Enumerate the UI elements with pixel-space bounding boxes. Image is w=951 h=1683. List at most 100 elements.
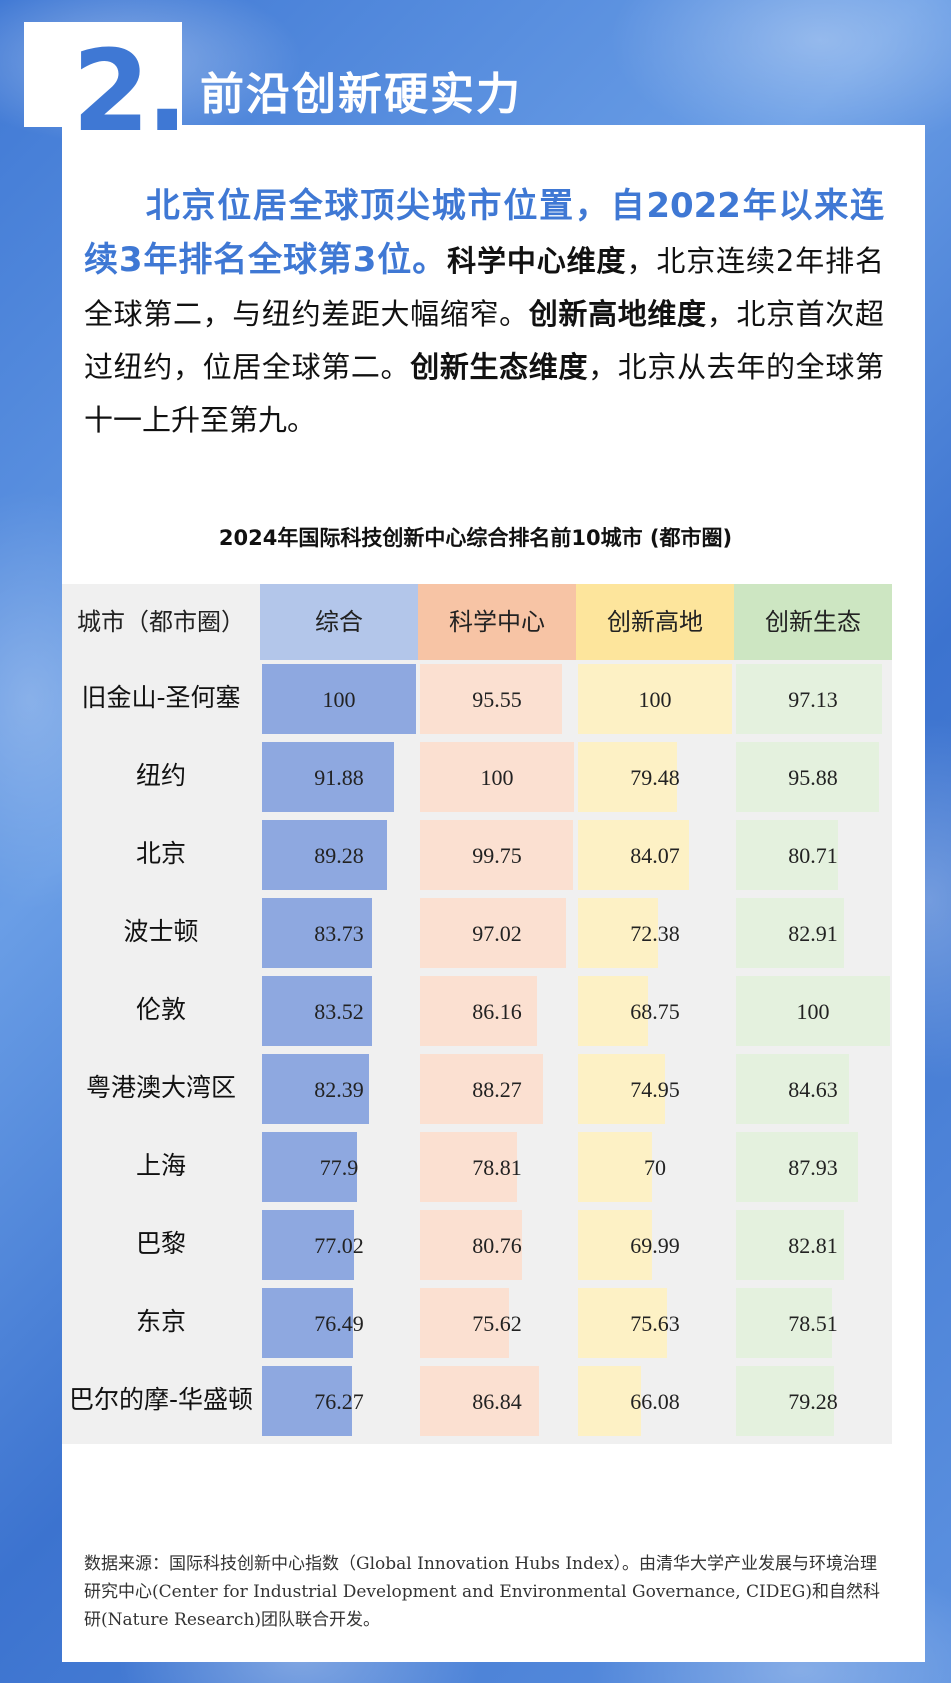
value-bar	[736, 1288, 833, 1358]
value-label: 75.62	[472, 1311, 522, 1336]
value-bar	[578, 1054, 665, 1124]
value-bar	[736, 664, 883, 734]
city-label: 巴尔的摩-华盛顿	[68, 1385, 254, 1414]
value-bar	[420, 1366, 539, 1436]
value-bar	[262, 1132, 357, 1202]
value-bar	[578, 1132, 652, 1202]
value-bar	[420, 664, 563, 734]
value-label: 88.27	[472, 1077, 522, 1102]
value-bar	[420, 1210, 523, 1280]
value-label: 100	[322, 687, 356, 712]
value-bar	[420, 976, 537, 1046]
city-label: 波士顿	[123, 917, 199, 946]
value-bar	[736, 1210, 844, 1280]
value-bar	[420, 820, 574, 890]
column-header-bg	[260, 584, 418, 660]
value-label: 68.75	[630, 999, 680, 1024]
column-header-bg	[418, 584, 576, 660]
value-label: 82.81	[788, 1233, 838, 1258]
value-bar	[420, 898, 566, 968]
city-label: 伦敦	[135, 995, 186, 1024]
value-bar	[420, 1054, 543, 1124]
value-bar	[262, 820, 388, 890]
intro-text-1: ，北京连续2年排名全球第二，与纽约差距大幅缩窄。	[84, 244, 884, 331]
value-label: 84.07	[630, 843, 680, 868]
value-label: 77.02	[314, 1233, 364, 1258]
column-header-bg	[576, 584, 734, 660]
value-label: 79.48	[630, 765, 680, 790]
value-label: 79.28	[788, 1389, 838, 1414]
intro-bold-1: 科学中心维度	[447, 244, 627, 278]
column-header-bg	[734, 584, 892, 660]
value-label: 89.28	[314, 843, 364, 868]
column-header: 科学中心	[449, 608, 545, 636]
intro-paragraph: 北京位居全球顶尖城市位置，自2022年以来连续3年排名全球第3位。科学中心维度，…	[84, 180, 884, 447]
value-bar	[578, 976, 649, 1046]
section-title: 前沿创新硬实力	[200, 69, 522, 120]
intro-bold-3: 创新生态维度	[410, 350, 589, 384]
value-bar	[420, 1288, 509, 1358]
value-label: 66.08	[630, 1389, 680, 1414]
city-label: 巴黎	[135, 1229, 186, 1258]
value-bar	[736, 1366, 835, 1436]
value-bar	[578, 742, 677, 812]
value-bar	[736, 1054, 849, 1124]
value-label: 78.51	[788, 1311, 838, 1336]
value-label: 86.84	[472, 1389, 522, 1414]
value-label: 80.76	[472, 1233, 522, 1258]
city-label: 北京	[135, 839, 186, 868]
value-label: 69.99	[630, 1233, 680, 1258]
city-label: 上海	[135, 1151, 186, 1180]
value-label: 83.52	[314, 999, 364, 1024]
value-bar	[578, 664, 732, 734]
value-label: 76.27	[314, 1389, 364, 1414]
value-label: 100	[796, 999, 830, 1024]
value-bar	[262, 1288, 353, 1358]
value-label: 70	[644, 1155, 666, 1180]
value-label: 83.73	[314, 921, 364, 946]
value-bar	[736, 898, 845, 968]
intro-highlight: 北京位居全球顶尖城市位置，自2022年以来连续3年排名全球第3位。	[84, 186, 884, 280]
value-bar	[736, 1132, 858, 1202]
city-label: 纽约	[135, 761, 186, 790]
column-header: 创新生态	[765, 608, 861, 636]
value-label: 82.91	[788, 921, 838, 946]
value-bar	[420, 742, 574, 812]
value-bar	[262, 1054, 369, 1124]
value-label: 77.9	[319, 1155, 359, 1180]
value-label: 95.88	[788, 765, 838, 790]
value-label: 78.81	[472, 1155, 522, 1180]
value-label: 86.16	[472, 999, 522, 1024]
value-label: 75.63	[630, 1311, 680, 1336]
row-header-label: 城市（都市圈）	[77, 608, 245, 636]
source-note: 数据来源：国际科技创新中心指数（Global Innovation Hubs I…	[84, 1554, 881, 1630]
value-bar	[262, 742, 395, 812]
value-bar	[578, 1366, 642, 1436]
value-label: 84.63	[788, 1077, 838, 1102]
column-header: 创新高地	[607, 608, 703, 636]
value-label: 74.95	[630, 1077, 680, 1102]
value-bar	[578, 820, 690, 890]
section-number-box: 2.	[24, 22, 189, 148]
value-bar	[262, 1210, 355, 1280]
city-label: 粤港澳大湾区	[85, 1073, 236, 1102]
value-label: 91.88	[314, 765, 364, 790]
value-label: 72.38	[630, 921, 680, 946]
value-label: 87.93	[788, 1155, 838, 1180]
value-label: 76.49	[314, 1311, 364, 1336]
value-bar	[262, 898, 373, 968]
value-bar	[262, 664, 416, 734]
column-header: 综合	[315, 608, 363, 636]
value-label: 80.71	[788, 843, 838, 868]
value-bar	[578, 1210, 652, 1280]
intro-text-2: ，北京首次超过纽约，位居全球第二。	[84, 297, 884, 384]
value-bar	[578, 1288, 667, 1358]
value-bar	[736, 742, 879, 812]
value-bar	[262, 976, 372, 1046]
intro-bold-2: 创新高地维度	[528, 297, 707, 331]
value-label: 97.02	[472, 921, 522, 946]
value-bar	[578, 898, 658, 968]
value-bar	[736, 976, 890, 1046]
value-label: 100	[480, 765, 514, 790]
value-bar	[420, 1132, 518, 1202]
